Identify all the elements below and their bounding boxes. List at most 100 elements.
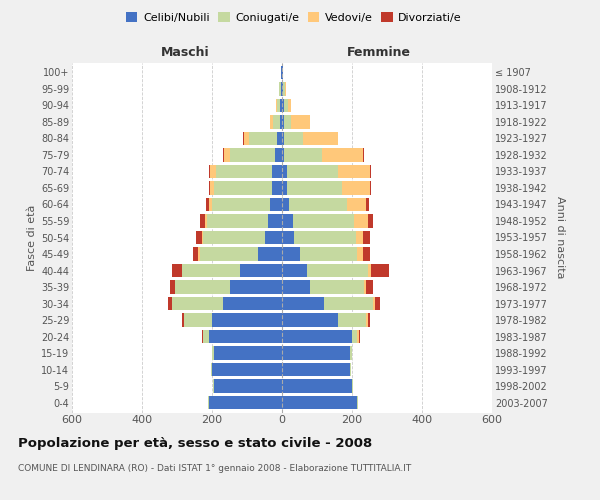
Bar	[203, 230, 282, 244]
Bar	[282, 247, 357, 261]
Bar	[210, 164, 282, 178]
Bar	[281, 66, 282, 79]
Bar	[282, 314, 368, 327]
Bar	[282, 264, 368, 278]
Text: COMUNE DI LENDINARA (RO) - Dati ISTAT 1° gennaio 2008 - Elaborazione TUTTITALIA.: COMUNE DI LENDINARA (RO) - Dati ISTAT 1°…	[18, 464, 411, 473]
Bar	[212, 346, 282, 360]
Bar	[282, 396, 358, 409]
Bar	[282, 66, 283, 79]
Bar	[214, 346, 282, 360]
Bar	[282, 264, 371, 278]
Bar	[211, 363, 282, 376]
Bar	[270, 115, 282, 128]
Bar	[282, 297, 324, 310]
Bar	[209, 396, 282, 409]
Bar	[282, 330, 359, 344]
Bar	[282, 363, 352, 376]
Bar	[279, 82, 282, 96]
Bar	[282, 264, 307, 278]
Bar	[243, 132, 282, 145]
Bar	[208, 396, 282, 409]
Bar	[211, 363, 282, 376]
Bar	[203, 330, 282, 344]
Bar	[282, 98, 291, 112]
Bar	[282, 346, 352, 360]
Bar	[208, 396, 282, 409]
Bar	[282, 98, 287, 112]
Bar	[175, 280, 282, 294]
Bar	[282, 164, 338, 178]
Bar	[282, 380, 353, 393]
Bar	[209, 198, 282, 211]
Bar	[282, 82, 283, 96]
Bar	[182, 314, 282, 327]
Bar	[282, 264, 389, 278]
Bar	[282, 396, 358, 409]
Bar	[282, 297, 375, 310]
Bar	[282, 132, 338, 145]
Bar	[215, 164, 282, 178]
Bar	[249, 132, 282, 145]
Bar	[240, 264, 282, 278]
Bar	[282, 181, 287, 194]
Bar	[282, 198, 366, 211]
Bar	[196, 230, 282, 244]
Bar	[271, 164, 282, 178]
Bar	[282, 363, 352, 376]
Bar	[282, 230, 362, 244]
Bar	[276, 98, 282, 112]
Bar	[282, 396, 358, 409]
Bar	[211, 363, 282, 376]
Bar	[182, 264, 282, 278]
Bar	[202, 330, 282, 344]
Bar	[282, 314, 370, 327]
Bar	[282, 280, 364, 294]
Bar	[282, 363, 350, 376]
Bar	[212, 314, 282, 327]
Bar	[282, 181, 371, 194]
Bar	[244, 132, 282, 145]
Bar	[257, 247, 282, 261]
Bar	[223, 148, 282, 162]
Bar	[282, 181, 341, 194]
Bar	[282, 230, 370, 244]
Bar	[282, 66, 283, 79]
Bar	[282, 280, 373, 294]
Bar	[282, 280, 310, 294]
Bar	[282, 115, 284, 128]
Bar	[282, 82, 286, 96]
Bar	[184, 314, 282, 327]
Bar	[213, 380, 282, 393]
Bar	[282, 247, 370, 261]
Bar	[282, 314, 338, 327]
Bar	[282, 247, 362, 261]
Bar	[281, 66, 282, 79]
Bar	[271, 181, 282, 194]
Bar	[282, 82, 285, 96]
Bar	[172, 297, 282, 310]
Bar	[270, 198, 282, 211]
Bar	[282, 363, 352, 376]
Bar	[265, 230, 282, 244]
Bar	[282, 214, 354, 228]
Bar	[282, 346, 352, 360]
Bar	[282, 148, 362, 162]
Bar	[172, 297, 282, 310]
Bar	[268, 214, 282, 228]
Bar	[281, 82, 282, 96]
Bar	[282, 98, 291, 112]
Bar	[276, 98, 282, 112]
Bar	[205, 214, 282, 228]
Bar	[282, 214, 373, 228]
Bar	[282, 115, 310, 128]
Bar	[282, 198, 289, 211]
Bar	[277, 132, 282, 145]
Bar	[282, 330, 357, 344]
Legend: Celibi/Nubili, Coniugati/e, Vedovi/e, Divorziati/e: Celibi/Nubili, Coniugati/e, Vedovi/e, Di…	[122, 8, 466, 28]
Bar	[213, 380, 282, 393]
Bar	[282, 148, 322, 162]
Bar	[282, 132, 338, 145]
Bar	[282, 132, 284, 145]
Y-axis label: Anni di nascita: Anni di nascita	[554, 196, 565, 278]
Bar	[209, 164, 282, 178]
